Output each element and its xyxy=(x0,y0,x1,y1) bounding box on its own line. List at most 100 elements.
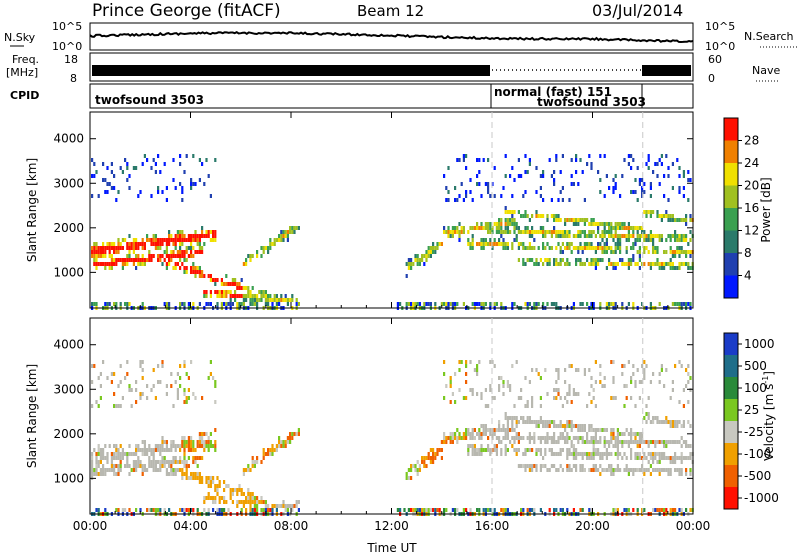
data-cell xyxy=(555,508,558,512)
data-cell xyxy=(102,448,105,452)
data-cell xyxy=(550,198,553,202)
data-cell xyxy=(581,262,584,266)
data-cell xyxy=(115,452,118,456)
data-cell xyxy=(678,400,681,404)
data-cell xyxy=(539,448,542,452)
data-cell xyxy=(97,448,100,452)
data-cell xyxy=(236,500,239,504)
data-cell xyxy=(465,380,468,384)
data-cell xyxy=(119,166,122,170)
data-cell xyxy=(104,266,107,270)
data-cell xyxy=(251,294,254,298)
data-cell xyxy=(198,476,201,480)
data-cell xyxy=(572,246,575,250)
data-cell xyxy=(542,436,545,440)
data-cell xyxy=(399,302,402,306)
data-cell xyxy=(652,234,655,238)
data-cell xyxy=(656,262,659,266)
data-cell xyxy=(458,238,461,242)
data-cell xyxy=(152,384,155,388)
data-cell xyxy=(157,444,160,448)
data-cell xyxy=(586,162,589,166)
data-cell xyxy=(179,302,182,306)
data-cell xyxy=(190,472,193,476)
data-cell xyxy=(258,290,261,294)
data-cell xyxy=(471,436,474,440)
data-cell xyxy=(533,238,536,242)
data-cell xyxy=(280,230,283,234)
data-cell xyxy=(207,444,210,448)
data-cell xyxy=(251,492,254,496)
velocity-cbar-label: Velocity [m s-1] xyxy=(761,371,776,461)
data-cell xyxy=(181,198,184,202)
data-cell xyxy=(262,452,265,456)
data-cell xyxy=(614,440,617,444)
data-cell xyxy=(586,234,589,238)
data-cell xyxy=(170,254,173,258)
data-cell xyxy=(192,254,195,258)
data-cell xyxy=(500,428,503,432)
data-cell xyxy=(652,242,655,246)
data-cell xyxy=(201,432,204,436)
data-cell xyxy=(579,234,582,238)
data-cell xyxy=(590,452,593,456)
data-cell xyxy=(592,246,595,250)
data-cell xyxy=(537,302,540,306)
data-cell xyxy=(603,234,606,238)
data-cell xyxy=(249,290,252,294)
data-cell xyxy=(102,242,105,246)
data-cell xyxy=(544,246,547,250)
data-cell xyxy=(410,464,413,468)
data-cell xyxy=(616,234,619,238)
data-cell xyxy=(630,452,633,456)
data-cell xyxy=(553,464,556,468)
data-cell xyxy=(192,440,195,444)
data-cell xyxy=(572,218,575,222)
data-cell xyxy=(641,468,644,472)
data-cell xyxy=(476,452,479,456)
data-cell xyxy=(616,222,619,226)
data-cell xyxy=(225,500,228,504)
data-cell xyxy=(619,440,622,444)
data-cell xyxy=(183,472,186,476)
data-cell xyxy=(469,190,472,194)
data-cell xyxy=(511,222,514,226)
data-cell xyxy=(663,508,666,512)
colorbar-tick-label: 20 xyxy=(744,179,759,193)
data-cell xyxy=(205,444,208,448)
data-cell xyxy=(256,504,259,508)
data-cell xyxy=(207,508,210,512)
data-cell xyxy=(603,154,606,158)
data-cell xyxy=(146,258,149,262)
data-cell xyxy=(610,246,613,250)
data-cell xyxy=(566,242,569,246)
data-cell xyxy=(95,400,98,404)
data-cell xyxy=(249,508,252,512)
data-cell xyxy=(264,294,267,298)
data-cell xyxy=(185,508,188,512)
data-cell xyxy=(476,364,479,368)
data-cell xyxy=(181,472,184,476)
data-cell xyxy=(152,508,155,512)
data-cell xyxy=(568,262,571,266)
data-cell xyxy=(557,424,560,428)
data-cell xyxy=(99,456,102,460)
data-cell xyxy=(579,436,582,440)
data-cell xyxy=(150,448,153,452)
data-cell xyxy=(654,250,657,254)
data-cell xyxy=(610,222,613,226)
data-cell xyxy=(157,254,160,258)
data-cell xyxy=(179,258,182,262)
data-cell xyxy=(599,472,602,476)
data-cell xyxy=(445,508,448,512)
data-cell xyxy=(185,238,188,242)
data-cell xyxy=(282,500,285,504)
data-cell xyxy=(493,166,496,170)
data-cell xyxy=(130,452,133,456)
data-cell xyxy=(260,246,263,250)
data-cell xyxy=(165,266,168,270)
data-cell xyxy=(594,448,597,452)
data-cell xyxy=(513,436,516,440)
data-cell xyxy=(471,246,474,250)
data-cell xyxy=(630,456,633,460)
